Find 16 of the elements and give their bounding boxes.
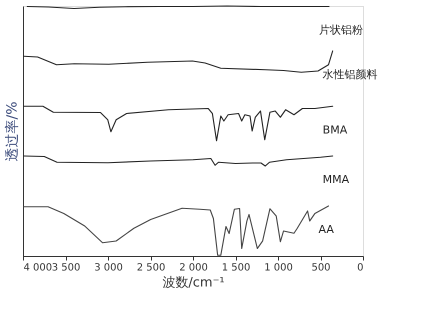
series-label: 水性铝颜料 (322, 68, 378, 81)
x-tick-label: 4 000 (24, 262, 52, 274)
series-label: MMA (322, 173, 350, 186)
x-axis-title: 波数/cm⁻¹ (162, 276, 225, 290)
x-tick-label: 3 000 (94, 262, 123, 274)
x-tick-label: 0 (357, 262, 364, 274)
x-tick-label: 1 000 (264, 262, 293, 274)
series-label: 片状铝粉 (319, 24, 363, 36)
x-tick-label: 2 500 (136, 262, 166, 274)
series-label: AA (318, 223, 334, 236)
x-tick-label: 2 000 (179, 262, 208, 274)
x-tick-label: 3 500 (52, 262, 80, 274)
series-label: BMA (322, 123, 348, 136)
x-tick-label: 1 500 (222, 262, 250, 274)
y-axis-title: 透过率/% (4, 101, 20, 162)
x-tick-label: 500 (311, 262, 331, 274)
